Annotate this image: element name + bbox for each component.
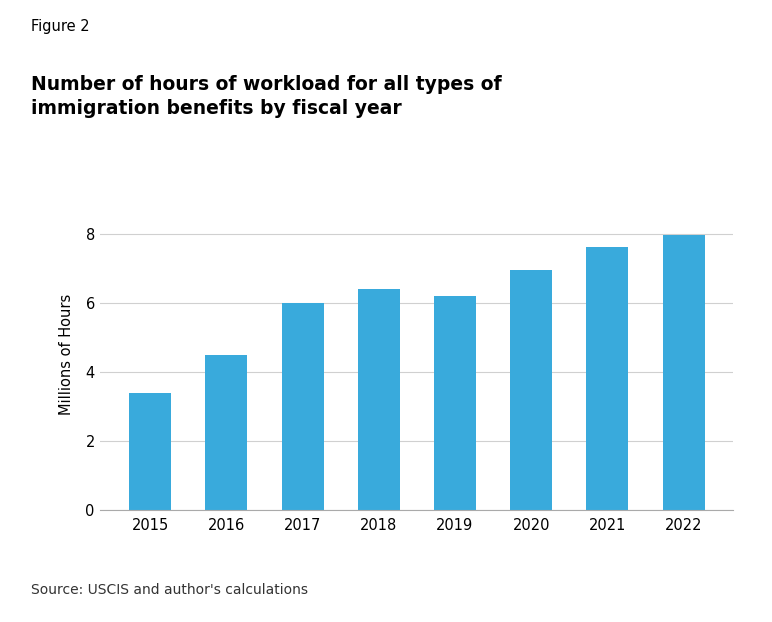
Bar [510, 270, 552, 510]
Bar [129, 392, 171, 510]
Bar [282, 303, 323, 510]
Bar [587, 248, 628, 510]
Y-axis label: Millions of Hours: Millions of Hours [59, 294, 74, 415]
Text: Number of hours of workload for all types of
immigration benefits by fiscal year: Number of hours of workload for all type… [31, 75, 502, 118]
Bar [434, 296, 476, 510]
Text: Figure 2: Figure 2 [31, 19, 90, 34]
Text: Source: USCIS and author's calculations: Source: USCIS and author's calculations [31, 583, 308, 597]
Bar [205, 355, 247, 510]
Bar [357, 289, 400, 510]
Bar [662, 235, 705, 510]
